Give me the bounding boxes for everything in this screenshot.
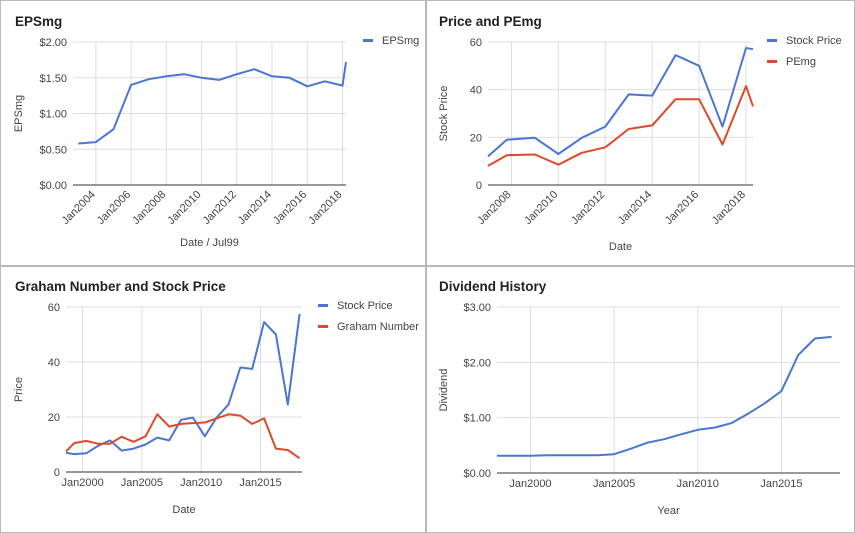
legend-swatch bbox=[767, 60, 777, 63]
y-tick-label: $1.00 bbox=[39, 109, 67, 121]
dividend-chart: $0.00 $1.00 $2.00 $3.00 Jan2000 Jan2005 Jan201… bbox=[438, 302, 840, 517]
x-axis-title: Date / Jul99 bbox=[180, 237, 239, 249]
x-tick-label: Jan2008 bbox=[475, 189, 513, 227]
x-tick-label: Jan2006 bbox=[95, 189, 133, 227]
x-tick-label: Jan2010 bbox=[677, 478, 719, 490]
y-tick-label: 20 bbox=[470, 132, 482, 144]
y-tick-label: $0.00 bbox=[463, 468, 491, 480]
legend-swatch bbox=[318, 325, 328, 328]
dividend-chart-panel: Dividend History $0.00 $1.00 $2.00 $3.00 Jan… bbox=[427, 267, 855, 533]
legend-label: Stock Price bbox=[786, 35, 842, 47]
y-tick-label: 60 bbox=[48, 302, 60, 314]
legend-label: EPSmg bbox=[382, 35, 419, 47]
series-line bbox=[65, 313, 301, 456]
x-tick-label: Jan2010 bbox=[165, 189, 203, 227]
y-axis-title: Stock Price bbox=[438, 86, 450, 142]
x-axis-title: Year bbox=[657, 505, 680, 517]
x-tick-label: Jan2016 bbox=[271, 189, 309, 227]
x-tick-label: Jan2016 bbox=[663, 189, 701, 227]
y-tick-label: 60 bbox=[470, 37, 482, 49]
x-tick-label: Jan2018 bbox=[306, 189, 344, 227]
y-tick-label: $1.00 bbox=[463, 413, 491, 425]
chart-title: Graham Number and Stock Price bbox=[15, 279, 226, 294]
series-line bbox=[487, 47, 754, 158]
x-tick-label: Jan2012 bbox=[569, 189, 607, 227]
y-tick-label: 40 bbox=[470, 85, 482, 97]
y-tick-label: 0 bbox=[54, 467, 60, 479]
x-tick-label: Jan2014 bbox=[236, 189, 274, 227]
y-tick-label: $3.00 bbox=[463, 302, 491, 314]
y-tick-label: $1.50 bbox=[39, 73, 67, 85]
y-axis-title: Dividend bbox=[438, 369, 450, 412]
legend-label: PEmg bbox=[786, 56, 816, 68]
y-tick-label: $2.00 bbox=[39, 37, 67, 49]
legend-swatch bbox=[363, 39, 373, 42]
y-tick-label: 40 bbox=[48, 357, 60, 369]
legend-label: Stock Price bbox=[337, 300, 393, 312]
y-tick-label: 0 bbox=[476, 180, 482, 192]
series-line bbox=[65, 413, 301, 460]
y-axis-title: EPSmg bbox=[13, 95, 25, 132]
graham-chart-panel: Graham Number and Stock Price 0 20 40 60 Jan… bbox=[0, 267, 425, 533]
x-tick-label: Jan2014 bbox=[616, 189, 654, 227]
y-axis-title: Price bbox=[13, 377, 25, 402]
chart-title: Price and PEmg bbox=[439, 14, 542, 29]
x-tick-label: Jan2012 bbox=[201, 189, 239, 227]
y-tick-label: 20 bbox=[48, 412, 60, 424]
x-axis-title: Date bbox=[172, 504, 195, 516]
x-tick-label: Jan2015 bbox=[760, 478, 802, 490]
eps-chart-panel: EPSmg $0.00 $0.50 $1.00 $1.50 $2.00 Jan2004 Ja… bbox=[0, 0, 425, 265]
graham-chart: 0 20 40 60 Jan2000 Jan2005 Jan2010 Jan2015 Date P… bbox=[13, 300, 419, 516]
panel-divider-horizontal bbox=[0, 265, 855, 267]
y-tick-label: $0.50 bbox=[39, 144, 67, 156]
y-tick-label: $2.00 bbox=[463, 357, 491, 369]
chart-title: EPSmg bbox=[15, 14, 63, 29]
x-tick-label: Jan2000 bbox=[509, 478, 551, 490]
x-tick-label: Jan2010 bbox=[522, 189, 560, 227]
x-tick-label: Jan2010 bbox=[180, 477, 222, 489]
legend-swatch bbox=[767, 39, 777, 42]
eps-chart: $0.00$0.50$1.00$1.50$2.00Jan2004Jan2006J… bbox=[13, 35, 419, 249]
x-tick-label: Jan2018 bbox=[710, 189, 748, 227]
y-tick-label: $0.00 bbox=[39, 180, 67, 192]
series-line bbox=[487, 85, 754, 167]
x-tick-label: Jan2000 bbox=[61, 477, 103, 489]
x-axis-title: Date bbox=[609, 241, 632, 253]
x-tick-label: Jan2008 bbox=[130, 189, 168, 227]
chart-title: Dividend History bbox=[439, 279, 547, 294]
x-tick-label: Jan2015 bbox=[239, 477, 281, 489]
price-pemg-chart-panel: Price and PEmg 0 20 40 60 Jan2008 Jan2010 Jan2… bbox=[427, 0, 855, 265]
legend-swatch bbox=[318, 304, 328, 307]
series-line bbox=[78, 61, 347, 145]
x-tick-label: Jan2004 bbox=[60, 189, 98, 227]
x-tick-label: Jan2005 bbox=[121, 477, 163, 489]
x-tick-label: Jan2005 bbox=[593, 478, 635, 490]
legend-label: Graham Number bbox=[337, 321, 419, 333]
series-line bbox=[497, 335, 832, 457]
